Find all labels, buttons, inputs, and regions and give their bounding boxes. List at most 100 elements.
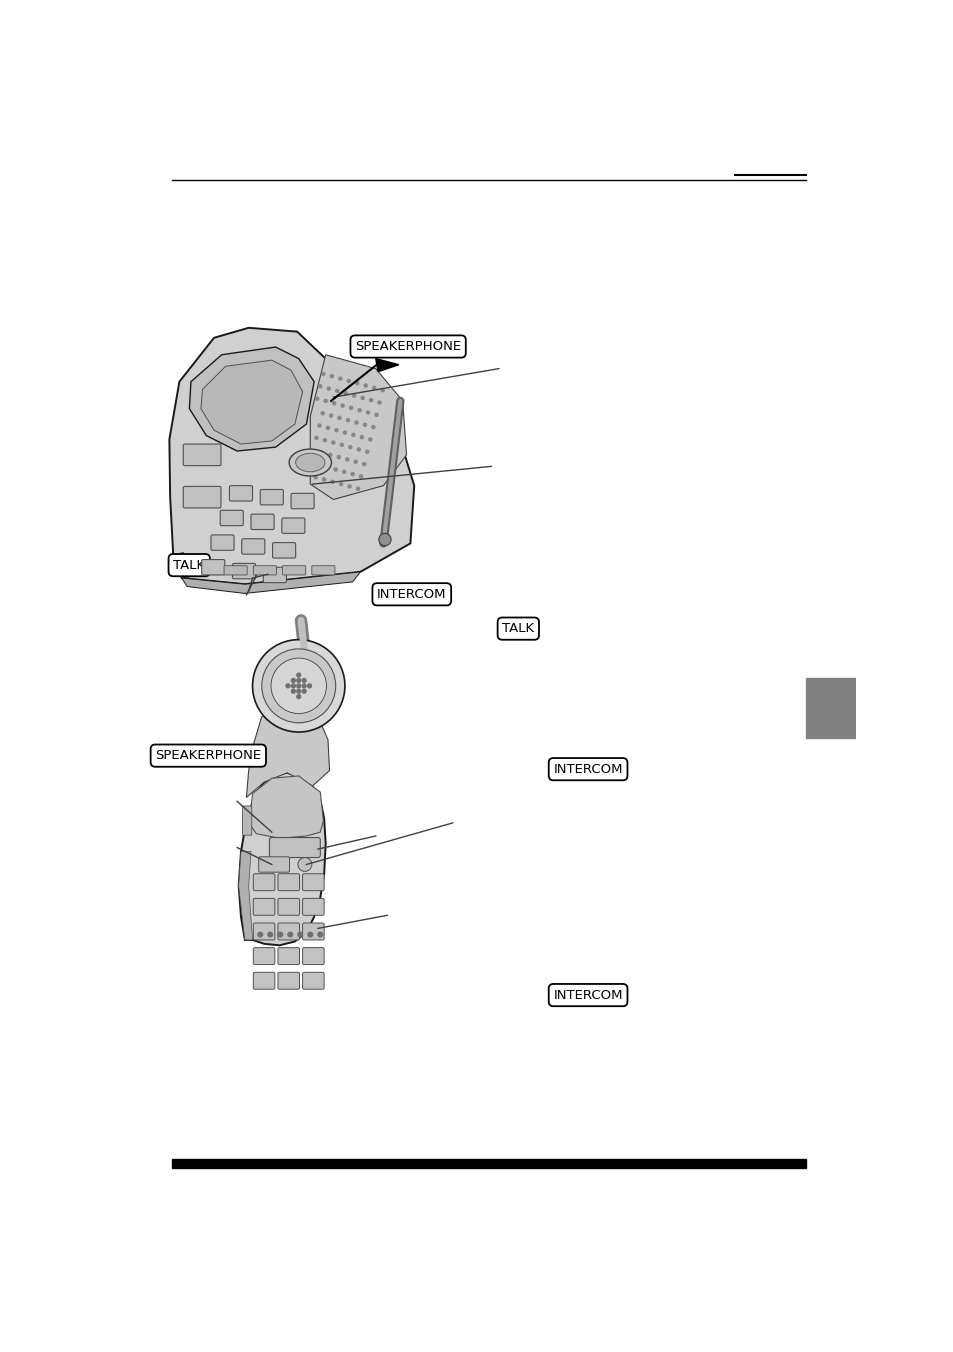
Circle shape bbox=[356, 448, 360, 452]
Circle shape bbox=[323, 438, 326, 442]
Circle shape bbox=[296, 673, 300, 677]
FancyBboxPatch shape bbox=[258, 857, 289, 872]
Circle shape bbox=[314, 437, 317, 439]
FancyBboxPatch shape bbox=[260, 489, 283, 504]
Circle shape bbox=[315, 397, 318, 400]
Circle shape bbox=[296, 679, 300, 683]
Polygon shape bbox=[310, 354, 406, 499]
Circle shape bbox=[297, 857, 312, 872]
Circle shape bbox=[343, 431, 346, 434]
Circle shape bbox=[347, 380, 350, 383]
Circle shape bbox=[329, 453, 332, 457]
Circle shape bbox=[339, 483, 342, 485]
Circle shape bbox=[375, 414, 377, 416]
FancyBboxPatch shape bbox=[302, 948, 324, 964]
Circle shape bbox=[363, 423, 366, 426]
Polygon shape bbox=[201, 360, 302, 443]
FancyBboxPatch shape bbox=[263, 568, 286, 583]
FancyBboxPatch shape bbox=[312, 565, 335, 575]
Polygon shape bbox=[181, 572, 360, 594]
Circle shape bbox=[361, 396, 364, 399]
Circle shape bbox=[297, 933, 302, 937]
Circle shape bbox=[348, 485, 351, 488]
Circle shape bbox=[291, 679, 295, 683]
Circle shape bbox=[338, 377, 341, 380]
Circle shape bbox=[261, 649, 335, 723]
FancyBboxPatch shape bbox=[302, 923, 324, 940]
Circle shape bbox=[318, 385, 321, 388]
Circle shape bbox=[327, 387, 330, 391]
FancyBboxPatch shape bbox=[183, 487, 221, 508]
Circle shape bbox=[354, 460, 356, 464]
Circle shape bbox=[352, 433, 355, 437]
Circle shape bbox=[271, 658, 326, 714]
FancyBboxPatch shape bbox=[282, 565, 305, 575]
FancyBboxPatch shape bbox=[277, 972, 299, 990]
Circle shape bbox=[317, 425, 321, 427]
Text: SPEAKERPHONE: SPEAKERPHONE bbox=[155, 749, 261, 763]
Circle shape bbox=[330, 375, 333, 377]
Circle shape bbox=[329, 414, 333, 418]
FancyBboxPatch shape bbox=[277, 948, 299, 964]
Circle shape bbox=[366, 411, 369, 414]
Circle shape bbox=[357, 408, 361, 412]
Polygon shape bbox=[170, 327, 414, 584]
Circle shape bbox=[296, 690, 300, 694]
Circle shape bbox=[349, 446, 352, 449]
Circle shape bbox=[364, 384, 367, 387]
Circle shape bbox=[335, 429, 337, 431]
Circle shape bbox=[325, 465, 329, 469]
FancyBboxPatch shape bbox=[253, 565, 276, 575]
FancyBboxPatch shape bbox=[211, 535, 233, 550]
FancyBboxPatch shape bbox=[302, 898, 324, 915]
Circle shape bbox=[332, 441, 335, 443]
FancyBboxPatch shape bbox=[220, 510, 243, 526]
FancyBboxPatch shape bbox=[253, 972, 274, 990]
Circle shape bbox=[336, 456, 340, 458]
Text: TALK: TALK bbox=[173, 558, 205, 572]
Circle shape bbox=[302, 690, 306, 694]
FancyBboxPatch shape bbox=[291, 493, 314, 508]
FancyBboxPatch shape bbox=[242, 806, 252, 836]
Circle shape bbox=[314, 476, 317, 479]
FancyBboxPatch shape bbox=[253, 948, 274, 964]
Circle shape bbox=[320, 452, 323, 454]
Circle shape bbox=[302, 684, 306, 688]
Text: INTERCOM: INTERCOM bbox=[553, 988, 622, 1002]
Circle shape bbox=[326, 426, 329, 430]
Circle shape bbox=[286, 684, 290, 688]
FancyBboxPatch shape bbox=[224, 565, 247, 575]
FancyBboxPatch shape bbox=[269, 837, 320, 857]
Circle shape bbox=[307, 684, 311, 688]
Circle shape bbox=[335, 389, 338, 392]
Polygon shape bbox=[375, 358, 398, 372]
FancyBboxPatch shape bbox=[277, 873, 299, 891]
Ellipse shape bbox=[295, 453, 325, 472]
Circle shape bbox=[362, 462, 365, 465]
Polygon shape bbox=[173, 553, 191, 579]
Circle shape bbox=[253, 639, 345, 731]
Circle shape bbox=[360, 435, 363, 438]
Circle shape bbox=[317, 464, 320, 466]
Circle shape bbox=[296, 684, 300, 688]
FancyBboxPatch shape bbox=[277, 898, 299, 915]
Circle shape bbox=[268, 933, 273, 937]
FancyBboxPatch shape bbox=[241, 538, 265, 554]
Circle shape bbox=[373, 387, 375, 389]
Circle shape bbox=[349, 407, 353, 410]
Circle shape bbox=[365, 450, 369, 453]
Circle shape bbox=[377, 402, 381, 404]
FancyBboxPatch shape bbox=[251, 514, 274, 530]
Circle shape bbox=[337, 416, 341, 419]
Circle shape bbox=[341, 404, 344, 407]
FancyBboxPatch shape bbox=[253, 923, 274, 940]
FancyBboxPatch shape bbox=[302, 873, 324, 891]
FancyBboxPatch shape bbox=[253, 898, 274, 915]
Circle shape bbox=[378, 534, 391, 546]
Polygon shape bbox=[190, 347, 314, 452]
Circle shape bbox=[291, 690, 295, 694]
FancyBboxPatch shape bbox=[253, 873, 274, 891]
Circle shape bbox=[344, 392, 347, 395]
Circle shape bbox=[345, 458, 349, 461]
Circle shape bbox=[317, 933, 322, 937]
